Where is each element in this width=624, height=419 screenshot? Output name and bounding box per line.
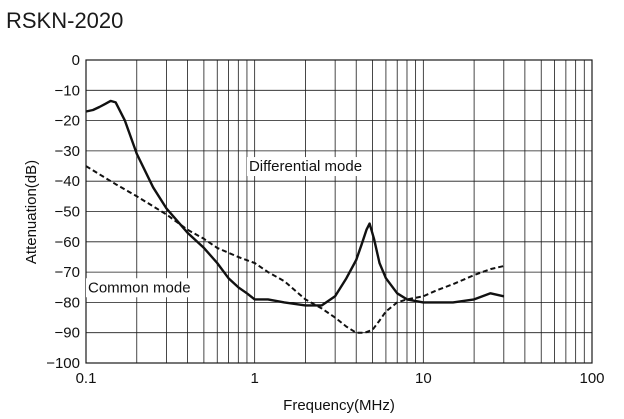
y-tick-label: −80 <box>55 294 80 311</box>
annotation-background <box>246 157 365 177</box>
y-tick-label: −20 <box>55 113 80 130</box>
series-line <box>85 99 505 307</box>
y-tick-label: −90 <box>55 325 80 342</box>
y-tick-label: 0 <box>72 52 80 69</box>
plot-frame <box>85 59 593 364</box>
x-tick-label: 1 <box>250 370 258 387</box>
x-axis-label: Frequency(MHz) <box>283 397 395 414</box>
y-tick-label: −70 <box>55 264 80 281</box>
y-tick-label: −40 <box>55 173 80 190</box>
y-tick-label: −30 <box>55 143 80 160</box>
y-tick-label: −60 <box>55 234 80 251</box>
series-line <box>85 165 505 334</box>
x-tick-label: 0.1 <box>76 370 97 387</box>
plot-area <box>85 99 505 334</box>
annotations: Differential mode Common mode <box>86 157 365 298</box>
chart-title: RSKN-2020 <box>6 8 123 33</box>
annotation-background <box>86 278 193 298</box>
y-tick-label: −10 <box>55 82 80 99</box>
y-tick-label: −50 <box>55 204 80 221</box>
y-axis-label: Attenuation(dB) <box>23 160 40 264</box>
x-tick-label: 10 <box>415 370 432 387</box>
x-tick-label: 100 <box>579 370 604 387</box>
grid <box>86 60 592 363</box>
annotation-label: Common mode <box>88 279 191 296</box>
annotation-label: Differential mode <box>249 158 362 175</box>
y-tick-label: −100 <box>46 355 80 372</box>
